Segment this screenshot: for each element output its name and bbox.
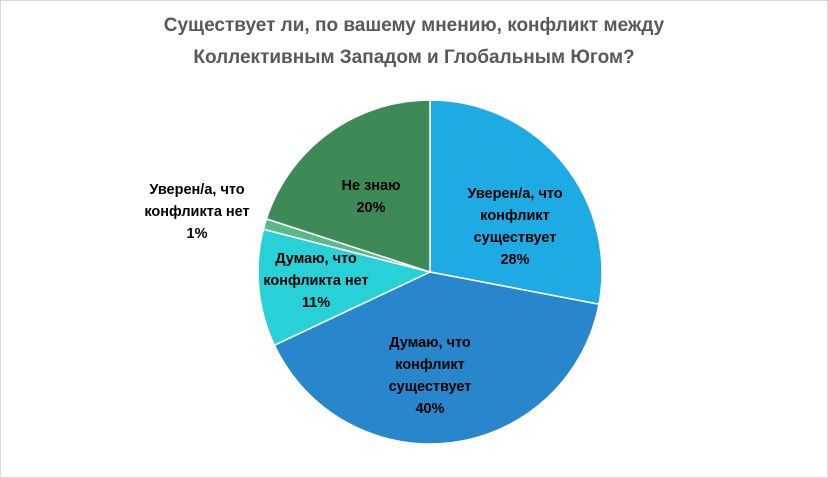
data-label-1-line-4: 28% [500, 252, 529, 268]
data-label-4-line-2: конфликта нет [144, 204, 249, 220]
data-label-3: Думаю, что конфликта нет 11% [263, 251, 368, 311]
data-label-1-line-1: Уверен/а, что [467, 186, 562, 202]
data-label-2-line-4: 40% [415, 401, 444, 417]
data-label-5-line-2: 20% [356, 200, 385, 216]
pie-slice-3 [257, 228, 433, 347]
pie-labels: Уверен/а, что конфликт существует 28% Думаю,… [144, 178, 562, 417]
pie-slices [257, 99, 603, 445]
data-label-1-line-2: конфликт [480, 208, 550, 224]
data-label-5: Не знаю 20% [342, 178, 401, 216]
data-label-3-line-1: Думаю, что [275, 251, 357, 267]
data-label-2: Думаю, что конфликт существует 40% [389, 335, 472, 417]
chart-title: Существует ли, по вашему мнению, конфлик… [0, 10, 828, 74]
data-label-3-line-3: 11% [302, 295, 330, 311]
data-label-5-line-1: Не знаю [342, 178, 401, 194]
pie-slice-2 [273, 271, 600, 445]
data-label-2-line-2: конфликт [395, 357, 465, 373]
data-label-1: Уверен/а, что конфликт существует 28% [467, 186, 562, 268]
data-label-2-line-3: существует [389, 379, 472, 395]
data-label-2-line-1: Думаю, что [389, 335, 471, 351]
pie-slice-1 [429, 99, 603, 306]
data-label-4: Уверен/а, что конфликта нет 1% [144, 182, 249, 242]
chart-title-line-2: Коллективным Западом и Глобальным Югом? [193, 47, 635, 68]
data-label-3-line-2: конфликта нет [263, 273, 368, 289]
data-label-1-line-3: существует [474, 230, 557, 246]
chart-title-line-1: Существует ли, по вашему мнению, конфлик… [163, 15, 665, 36]
pie-slice-5 [265, 99, 431, 274]
data-label-4-line-3: 1% [187, 226, 208, 242]
data-label-4-line-1: Уверен/а, что [149, 182, 244, 198]
